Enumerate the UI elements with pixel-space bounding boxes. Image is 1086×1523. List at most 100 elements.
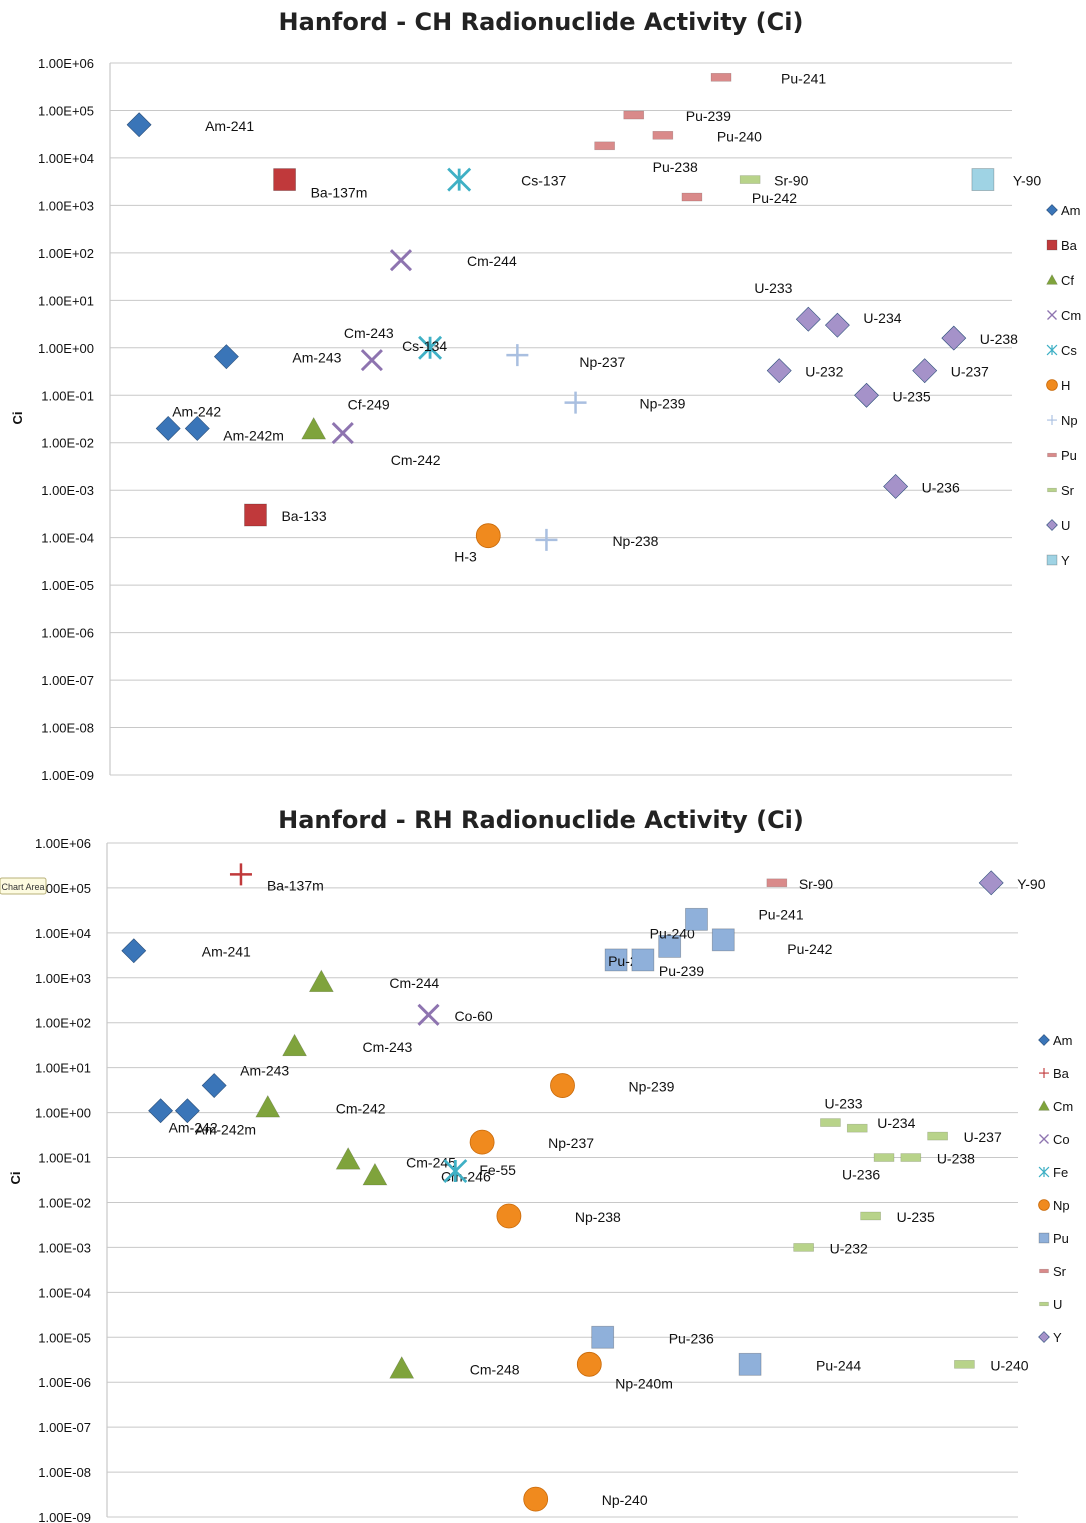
rh-legend-label-np: Np	[1053, 1198, 1070, 1213]
ch-point-label-cs-134: Cs-134	[402, 338, 447, 354]
rh-y-tick-label: 1.00E+02	[35, 1016, 91, 1031]
rh-point-label-u-234: U-234	[877, 1115, 915, 1131]
rh-point-np-240	[523, 1486, 549, 1512]
ch-legend-marker-cs	[1046, 344, 1058, 356]
rh-legend-marker-sr	[1039, 1268, 1049, 1274]
ch-point-u-232	[766, 358, 792, 384]
rh-point-label-am-243: Am-243	[240, 1063, 289, 1079]
rh-legend-item-u: U	[1039, 1297, 1062, 1312]
rh-legend-label-u: U	[1053, 1297, 1062, 1312]
ch-point-label-cm-244: Cm-244	[467, 253, 517, 269]
rh-y-tick-label: 1.00E-02	[38, 1195, 91, 1210]
rh-point-label-u-235: U-235	[897, 1209, 935, 1225]
rh-legend-item-co: Co	[1039, 1132, 1070, 1147]
rh-point-label-cm-244: Cm-244	[389, 975, 439, 991]
ch-y-axis-label: Ci	[10, 412, 25, 425]
rh-legend-marker-am	[1038, 1034, 1050, 1046]
ch-y-tick-label: 1.00E-04	[41, 531, 94, 546]
rh-point-label-pu-239: Pu-239	[659, 963, 704, 979]
ch-point-label-u-238: U-238	[980, 331, 1018, 347]
rh-point-label-ba-137m: Ba-137m	[267, 877, 324, 893]
rh-point-fe-55	[443, 1159, 468, 1184]
rh-y-tick-label: 1.00E+00	[35, 1106, 91, 1121]
rh-y-tick-label: 1.00E-03	[38, 1240, 91, 1255]
rh-legend-marker-cm	[1038, 1099, 1050, 1111]
ch-legend-label-np: Np	[1061, 413, 1078, 428]
ch-legend-marker-np	[1047, 415, 1057, 425]
rh-point-label-u-240: U-240	[990, 1357, 1028, 1373]
rh-point-am-242	[148, 1098, 174, 1124]
ch-point-am-242	[155, 416, 181, 441]
rh-point-label-u-237: U-237	[964, 1129, 1002, 1145]
ch-point-pu-238	[594, 141, 615, 151]
ch-point-pu-240	[652, 130, 674, 140]
rh-point-cm-242	[255, 1094, 281, 1118]
rh-legend-item-am: Am	[1038, 1033, 1073, 1048]
rh-y-tick-label: 1.00E+05	[35, 881, 91, 896]
ch-point-h-3	[475, 523, 501, 549]
ch-legend-item-cf: Cf	[1046, 273, 1074, 288]
ch-legend-label-u: U	[1061, 518, 1070, 533]
ch-legend-marker-am	[1046, 204, 1058, 216]
ch-legend-marker-u	[1046, 519, 1058, 531]
rh-legend-item-cm: Cm	[1038, 1099, 1073, 1114]
ch-point-label-h-3: H-3	[454, 549, 477, 565]
rh-point-u-236	[873, 1153, 895, 1162]
rh-point-label-cm-242: Cm-242	[336, 1100, 386, 1116]
ch-y-tick-label: 1.00E+06	[38, 56, 94, 71]
ch-point-cm-243	[360, 349, 383, 372]
ch-legend-item-h: H	[1046, 378, 1070, 393]
ch-y-tick-label: 1.00E-01	[41, 388, 94, 403]
rh-point-label-pu-236: Pu-236	[669, 1330, 714, 1346]
ch-legend-label-cs: Cs	[1061, 343, 1077, 358]
ch-legend-item-pu: Pu	[1047, 448, 1077, 463]
ch-plot-area: 1.00E+06 1.00E+05 1.00E+04 1.00E+03 1.00E+02…	[38, 56, 1012, 783]
rh-legend-label-pu: Pu	[1053, 1231, 1069, 1246]
rh-point-am-243	[201, 1073, 227, 1098]
rh-point-u-237	[927, 1131, 948, 1141]
ch-point-cm-244	[389, 249, 413, 272]
ch-point-ba-133	[244, 503, 267, 527]
chart-area-tooltip: Chart Area	[0, 877, 47, 895]
rh-legend-marker-y	[1038, 1331, 1050, 1343]
ch-legend-item-sr: Sr	[1047, 483, 1075, 498]
rh-legend-item-sr: Sr	[1039, 1264, 1067, 1279]
rh-legend-marker-u	[1039, 1301, 1049, 1307]
rh-point-np-239	[550, 1073, 575, 1098]
ch-legend-marker-sr	[1047, 487, 1057, 493]
rh-point-label-fe-55: Fe-55	[479, 1162, 516, 1178]
rh-point-label-np-239: Np-239	[629, 1079, 675, 1095]
rh-point-cm-248	[389, 1356, 415, 1379]
rh-point-label-u-232: U-232	[830, 1240, 868, 1256]
rh-point-cm-245	[335, 1146, 361, 1170]
ch-point-label-u-232: U-232	[805, 364, 843, 380]
ch-point-label-cs-137: Cs-137	[521, 173, 566, 189]
ch-legend-item-cm: Cm	[1047, 308, 1081, 323]
rh-point-pu-236	[591, 1325, 615, 1349]
rh-y-tick-label: 1.00E+03	[35, 971, 91, 986]
chart-area-tooltip-text: Chart Area	[1, 882, 44, 892]
rh-point-u-238	[900, 1153, 922, 1162]
rh-point-am-241	[121, 938, 147, 964]
rh-point-label-pu-240: Pu-240	[650, 925, 695, 941]
rh-y-tick-label: 1.00E+01	[35, 1061, 91, 1076]
rh-point-pu-240	[658, 934, 682, 958]
ch-point-label-pu-241: Pu-241	[781, 70, 826, 86]
rh-y-tick-label: 1.00E-06	[38, 1375, 91, 1390]
rh-y-tick-label: 1.00E-07	[38, 1420, 91, 1435]
ch-point-np-238	[535, 528, 558, 551]
rh-legend-marker-np	[1038, 1199, 1050, 1211]
ch-legend-item-ba: Ba	[1046, 238, 1078, 253]
rh-point-ba-137m	[229, 863, 252, 886]
ch-point-u-233	[795, 306, 821, 332]
ch-y-tick-label: 1.00E+05	[38, 103, 94, 118]
rh-point-label-u-238: U-238	[937, 1151, 975, 1167]
rh-point-label-am-241: Am-241	[202, 944, 251, 960]
ch-legend-marker-cf	[1046, 273, 1058, 285]
rh-point-y-90	[978, 870, 1004, 896]
rh-legend-item-ba: Ba	[1039, 1066, 1070, 1081]
ch-legend-label-sr: Sr	[1061, 483, 1075, 498]
